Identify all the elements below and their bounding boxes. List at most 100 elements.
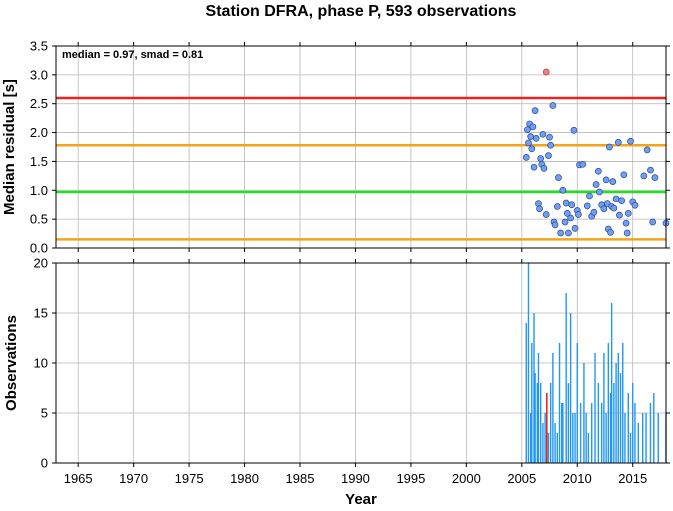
outlier-point bbox=[542, 68, 550, 76]
residual-y-ticks: 0.0 0.5 1.0 1.5 2.0 2.5 3.0 3.5 bbox=[30, 39, 670, 256]
residual-point bbox=[551, 221, 559, 229]
residual-point bbox=[622, 219, 630, 227]
residual-point bbox=[568, 201, 576, 209]
residual-point bbox=[620, 171, 628, 179]
residual-points bbox=[522, 68, 670, 237]
residual-point bbox=[624, 210, 632, 217]
residual-point bbox=[651, 174, 659, 181]
residual-point bbox=[537, 155, 545, 162]
x-tick-label: 1995 bbox=[396, 471, 425, 486]
stats-annotation: median = 0.97, smad = 0.81 bbox=[62, 49, 203, 61]
residual-point bbox=[539, 130, 547, 138]
residual-y-tick-label: 2.0 bbox=[30, 125, 48, 140]
residual-point bbox=[592, 181, 600, 188]
x-tick-label: 1965 bbox=[64, 471, 93, 486]
residual-point bbox=[524, 126, 531, 134]
residual-y-tick-label: 2.5 bbox=[30, 96, 48, 111]
observations-y-tick-label: 5 bbox=[41, 406, 48, 421]
residual-point bbox=[532, 134, 540, 142]
residual-point bbox=[575, 211, 582, 218]
residual-point bbox=[571, 225, 579, 232]
observations-y-tick-label: 15 bbox=[34, 306, 48, 321]
residual-point bbox=[530, 163, 538, 171]
x-tick-label: 1990 bbox=[341, 471, 370, 486]
residual-y-tick-label: 0.5 bbox=[30, 212, 48, 227]
x-tick-label: 2000 bbox=[452, 471, 481, 486]
residual-y-tick-label: 3.5 bbox=[30, 39, 48, 54]
residual-point bbox=[647, 166, 654, 174]
residual-point bbox=[522, 154, 530, 161]
residual-plot-area bbox=[56, 46, 666, 248]
residual-point bbox=[627, 137, 634, 145]
residual-point bbox=[547, 141, 555, 149]
residual-point bbox=[610, 204, 618, 212]
residual-point bbox=[536, 205, 543, 213]
residual-point bbox=[567, 214, 574, 222]
residual-point bbox=[579, 160, 587, 168]
residual-point bbox=[618, 197, 625, 205]
residual-point bbox=[614, 139, 622, 146]
observations-y-tick-label: 20 bbox=[34, 256, 48, 271]
residual-x-ticks bbox=[77, 42, 634, 252]
chart-title: Station DFRA, phase P, 593 observations bbox=[206, 3, 517, 20]
residual-point bbox=[607, 229, 614, 236]
observations-x-ticks: 1965 1970 1975 1980 1985 1990 1995 2000 2005 2010… bbox=[64, 259, 647, 486]
residual-point bbox=[570, 126, 578, 134]
residual-point bbox=[640, 172, 648, 180]
residual-point bbox=[586, 192, 593, 200]
x-tick-label: 1975 bbox=[175, 471, 204, 486]
residual-point bbox=[590, 208, 598, 216]
residual-point bbox=[553, 203, 561, 210]
residual-point bbox=[594, 167, 602, 175]
x-tick-label: 1980 bbox=[230, 471, 259, 486]
residual-point bbox=[549, 102, 557, 109]
residual-y-axis-label: Median residual [s] bbox=[1, 79, 18, 215]
residual-point bbox=[602, 176, 610, 184]
residual-point bbox=[583, 202, 591, 210]
residual-point bbox=[546, 133, 553, 141]
observations-bars bbox=[525, 263, 667, 463]
residual-point bbox=[643, 146, 651, 154]
residual-y-tick-label: 1.0 bbox=[30, 183, 48, 198]
residual-point bbox=[540, 165, 548, 172]
residual-point bbox=[528, 145, 536, 153]
x-tick-label: 1985 bbox=[286, 471, 315, 486]
x-tick-label: 1970 bbox=[119, 471, 148, 486]
residual-panel: 0.0 0.5 1.0 1.5 2.0 2.5 3.0 3.5 median = 0.97, … bbox=[1, 39, 670, 256]
residual-point bbox=[606, 143, 613, 151]
residual-point bbox=[531, 107, 539, 114]
residual-point bbox=[616, 211, 623, 219]
residual-point bbox=[555, 174, 562, 181]
residual-point bbox=[631, 201, 639, 209]
residual-point bbox=[565, 229, 572, 237]
residual-point bbox=[596, 188, 603, 196]
residual-point bbox=[542, 211, 550, 218]
observations-y-axis-label: Observations bbox=[3, 315, 20, 411]
residual-point bbox=[600, 205, 608, 213]
x-tick-label: 2015 bbox=[618, 471, 647, 486]
residual-point bbox=[623, 229, 631, 237]
residual-point bbox=[525, 139, 532, 147]
observations-y-tick-label: 0 bbox=[41, 456, 48, 471]
residual-point bbox=[563, 210, 571, 217]
residual-point bbox=[561, 218, 569, 226]
x-axis-label: Year bbox=[345, 491, 377, 508]
residual-y-tick-label: 3.0 bbox=[30, 67, 48, 82]
residual-point bbox=[649, 218, 657, 226]
x-tick-label: 2010 bbox=[563, 471, 592, 486]
residual-point bbox=[529, 123, 537, 131]
residual-point bbox=[545, 152, 552, 160]
observations-y-tick-label: 10 bbox=[34, 356, 48, 371]
x-tick-label: 2005 bbox=[507, 471, 536, 486]
residual-point bbox=[612, 195, 620, 203]
residual-point bbox=[559, 186, 567, 194]
observations-panel: 0 5 10 15 20 1965 1970 1975 1980 1985 1990 1995 200… bbox=[3, 256, 670, 486]
residual-frame bbox=[55, 45, 667, 249]
residual-point bbox=[527, 133, 535, 140]
residual-point bbox=[557, 229, 564, 237]
residual-y-tick-label: 0.0 bbox=[30, 241, 48, 256]
observations-y-ticks: 0 5 10 15 20 bbox=[34, 256, 670, 471]
residual-point bbox=[609, 178, 617, 185]
residual-point bbox=[562, 199, 570, 207]
